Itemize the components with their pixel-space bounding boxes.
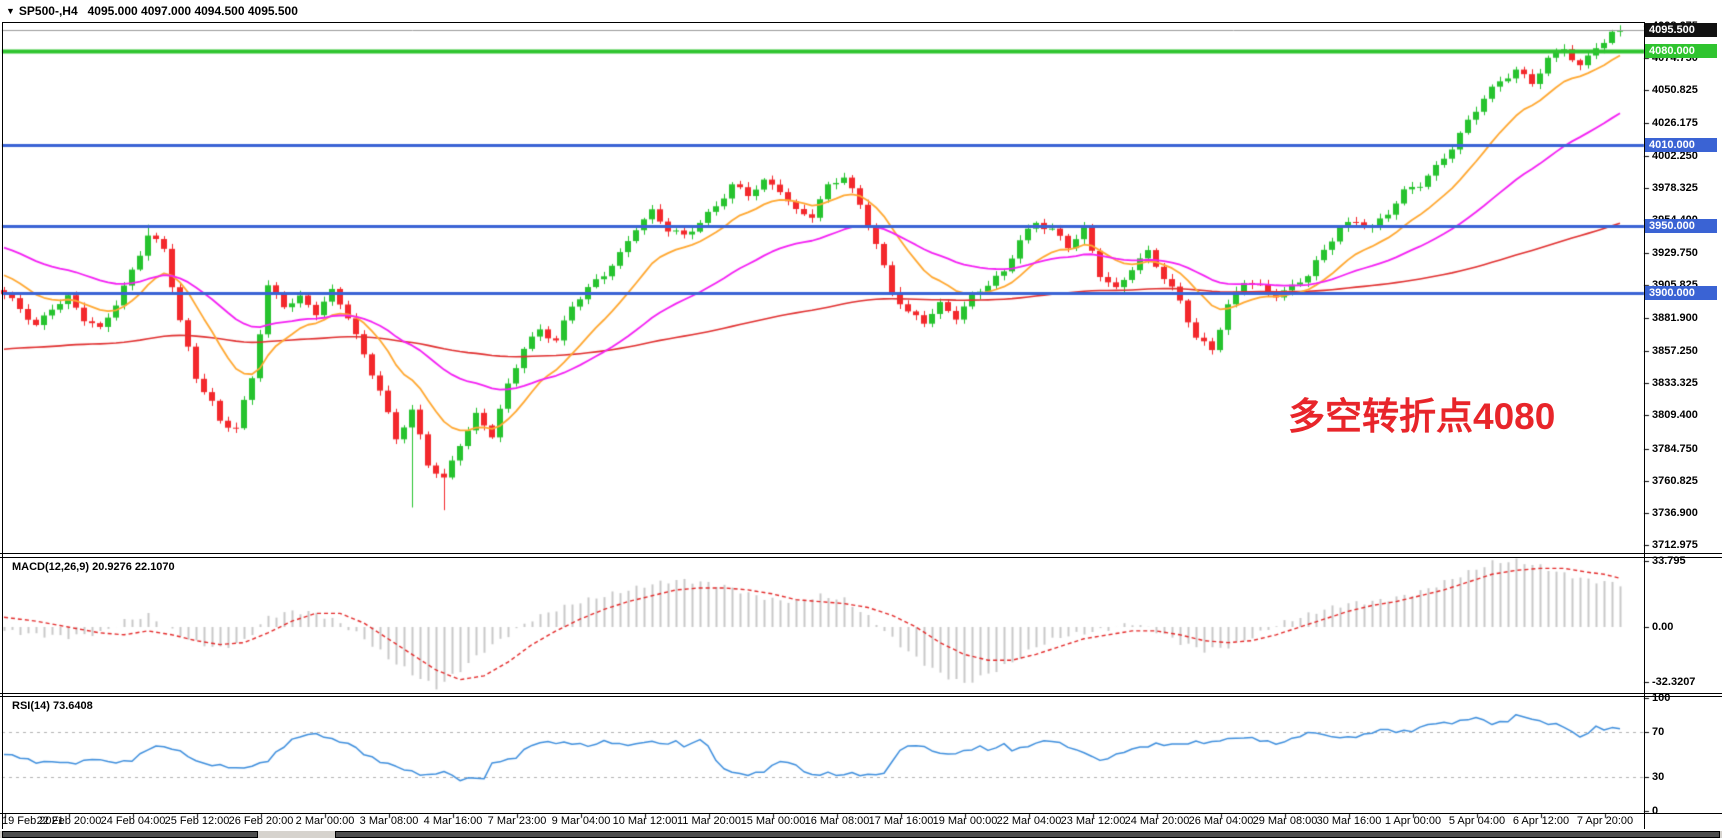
main-macd-separator-a	[0, 553, 1722, 554]
price-badge: 3950.000	[1645, 218, 1717, 233]
time-axis-label: 23 Mar 12:00	[1060, 815, 1126, 827]
time-axis-label: 7 Apr 20:00	[1576, 815, 1634, 827]
quote-low: 4094.500	[194, 4, 245, 18]
price-axis-label: 3809.400	[1652, 409, 1698, 422]
time-axis-label: 9 Mar 04:00	[551, 815, 611, 827]
price-axis-label: 3929.750	[1652, 247, 1698, 260]
macd-rsi-separator-b	[0, 696, 1722, 697]
symbol-name: SP500-,H4	[18, 4, 78, 18]
chart-text-annotation: 多空转折点4080	[1288, 396, 1556, 437]
time-axis-label: 22 Feb 20:00	[36, 815, 102, 827]
price-badge: 4080.000	[1645, 43, 1717, 58]
time-axis-label: 3 Mar 08:00	[359, 815, 419, 827]
price-axis-label: 3881.900	[1652, 311, 1698, 324]
time-axis-label: 26 Mar 04:00	[1188, 815, 1254, 827]
time-axis-label: 11 Mar 20:00	[676, 815, 742, 827]
price-axis-label: 3978.325	[1652, 181, 1698, 194]
price-axis-label: 4002.250	[1652, 149, 1698, 162]
time-axis-label: 19 Feb 2021	[2, 815, 64, 827]
price-axis-label: 3833.325	[1652, 377, 1698, 390]
price-badge: 4095.500	[1645, 23, 1717, 37]
rsi-axis-label: 0	[1652, 804, 1659, 817]
time-axis-label: 1 Apr 00:00	[1384, 815, 1442, 827]
time-axis-label: 4 Mar 16:00	[423, 815, 483, 827]
time-axis-label: 25 Feb 12:00	[164, 815, 230, 827]
price-axis-line	[1644, 22, 1645, 829]
scrollbar-track-segment	[335, 831, 1720, 838]
chart-dropdown-icon[interactable]: ▼	[6, 6, 15, 16]
price-axis-label: 4050.825	[1652, 84, 1698, 97]
macd-axis-label: 0.00	[1652, 621, 1674, 633]
price-axis-label: 3857.250	[1652, 344, 1698, 357]
rsi-axis-label: 30	[1652, 771, 1665, 783]
time-axis-label: 26 Feb 20:00	[228, 815, 294, 827]
quote-open: 4095.000	[87, 4, 138, 18]
quote-high: 4097.000	[141, 4, 192, 18]
time-axis-label: 22 Mar 04:00	[996, 815, 1062, 827]
h-scrollbar-thumb[interactable]	[258, 831, 335, 838]
macd-axis-label: -32.3207	[1652, 676, 1696, 688]
horizontal-scrollbar[interactable]	[0, 830, 1722, 838]
price-axis-label: 3712.975	[1652, 539, 1698, 552]
scrollbar-track-segment	[2, 831, 258, 838]
macd-axis-label: 33.795	[1652, 555, 1686, 567]
price-axis-label: 4026.175	[1652, 117, 1698, 130]
price-axis-label: 3784.750	[1652, 442, 1698, 455]
time-axis-label: 10 Mar 12:00	[612, 815, 678, 827]
chart-left-border	[2, 22, 3, 829]
rsi-axis-label: 100	[1652, 692, 1671, 705]
quote-close: 4095.500	[247, 4, 298, 18]
price-badge: 3900.000	[1645, 286, 1717, 301]
macd-rsi-separator-a	[0, 693, 1722, 694]
chart-top-border	[2, 22, 1644, 23]
time-axis-label: 29 Mar 08:00	[1252, 815, 1318, 827]
time-axis-label: 16 Mar 08:00	[804, 815, 870, 827]
symbol-info-bar[interactable]: ▼ SP500-,H4 4095.000 4097.000 4094.500 409…	[6, 4, 298, 18]
price-axis-label: 3760.825	[1652, 474, 1698, 487]
time-axis-label: 24 Mar 20:00	[1124, 815, 1190, 827]
time-axis-label: 17 Mar 16:00	[868, 815, 934, 827]
rsi-axis-label: 70	[1652, 726, 1665, 738]
time-axis-label: 24 Feb 04:00	[100, 815, 166, 827]
main-macd-separator-b	[0, 557, 1722, 558]
time-axis-label: 19 Mar 00:00	[932, 815, 998, 827]
time-axis-border	[0, 813, 1722, 814]
time-axis-label: 30 Mar 16:00	[1316, 815, 1382, 827]
price-axis-label: 3736.900	[1652, 507, 1698, 520]
rsi-indicator-label: RSI(14) 73.6408	[12, 700, 93, 712]
time-axis-label: 2 Mar 00:00	[295, 815, 355, 827]
macd-indicator-label: MACD(12,26,9) 20.9276 22.1070	[12, 561, 175, 573]
time-axis-label: 15 Mar 00:00	[740, 815, 806, 827]
time-axis-label: 5 Apr 04:00	[1448, 815, 1506, 827]
price-badge: 4010.000	[1645, 138, 1717, 153]
time-axis-label: 7 Mar 23:00	[487, 815, 547, 827]
time-axis-label: 6 Apr 12:00	[1512, 815, 1570, 827]
